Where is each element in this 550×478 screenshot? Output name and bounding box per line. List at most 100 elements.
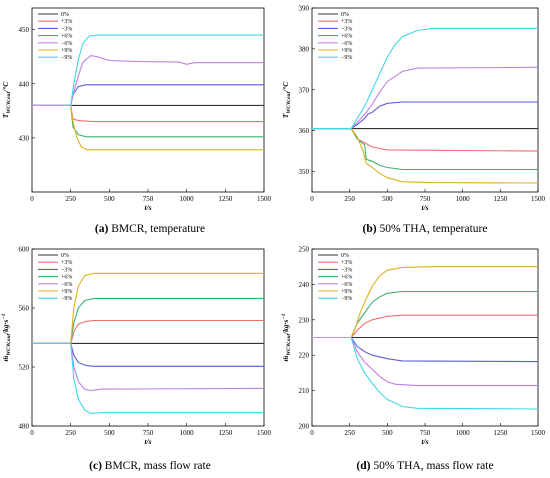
x-tick-label: 500	[382, 195, 393, 203]
x-tick-label: 0	[310, 429, 314, 437]
series-line-2	[32, 104, 264, 123]
legend-label: −6%	[341, 41, 352, 47]
chart-panel-b: 0 250 500 750 1000 1250 1500 350 360 370 380 390 t/s…	[281, 5, 546, 236]
x-axis-label: t/s	[144, 203, 151, 212]
x-axis-label: t/s	[421, 437, 428, 446]
x-tick-label: 750	[143, 429, 154, 437]
x-tick-label: 1000	[180, 429, 195, 437]
series-line-3	[312, 101, 538, 130]
legend-label: −3%	[61, 26, 72, 32]
series-line-5	[32, 342, 265, 392]
x-tick-label: 0	[30, 429, 34, 437]
y-tick-label: 440	[19, 80, 30, 88]
chart-panel-c: 0 250 500 750 1000 1250 1500 480 520 560 600 t/s ṁWC…	[1, 246, 272, 473]
legend-label: 0%	[61, 253, 69, 259]
y-tick-label: 600	[19, 246, 30, 254]
x-tick-label: 1250	[493, 195, 508, 203]
legend-label: −3%	[61, 267, 72, 273]
legend-label: +9%	[341, 289, 352, 295]
y-tick-label: 200	[299, 423, 310, 431]
y-tick-label: 370	[299, 86, 310, 94]
legend-label: −6%	[341, 282, 352, 288]
series-line-2	[312, 314, 538, 339]
legend-label: +6%	[341, 34, 352, 40]
legend-label: −9%	[341, 296, 352, 302]
x-tick-label: 500	[104, 429, 115, 437]
y-tick-label: 450	[19, 26, 30, 34]
legend-label: −6%	[61, 41, 72, 47]
legend-label: +3%	[341, 260, 352, 266]
series-line-4	[312, 128, 538, 171]
y-tick-label: 380	[299, 45, 310, 53]
panel-caption: (c) BMCR, mass flow rate	[89, 460, 211, 472]
y-axis-label: ṁWCW,out/kg·s−1	[281, 313, 292, 361]
y-tick-label: 360	[299, 127, 310, 135]
x-tick-label: 1250	[218, 429, 233, 437]
y-tick-label: 350	[299, 168, 310, 176]
legend-label: +9%	[61, 48, 72, 54]
series-line-3	[32, 84, 264, 106]
legend-label: −3%	[341, 26, 352, 32]
y-axis-label: TWCW,out/°C	[281, 81, 292, 118]
x-tick-label: 1500	[531, 429, 546, 437]
series-line-7	[312, 27, 538, 130]
series-line-5	[312, 336, 538, 387]
legend-label: −6%	[61, 282, 72, 288]
series-line-5	[312, 66, 539, 130]
x-tick-label: 250	[344, 429, 355, 437]
legend-label: +3%	[61, 19, 72, 25]
series-line-7	[32, 342, 264, 415]
chart-panel-a: 0 250 500 750 1000 1250 1500 430 440 450 t/s TWCW,o…	[1, 7, 272, 235]
x-tick-label: 1250	[493, 429, 508, 437]
y-axis-label: ṁWCW,out/kg·s−1	[1, 313, 12, 361]
y-tick-label: 220	[299, 352, 310, 360]
legend-label: 0%	[341, 12, 349, 18]
x-axis-label: t/s	[144, 437, 151, 446]
legend-label: +9%	[341, 48, 352, 54]
x-tick-label: 250	[65, 429, 76, 437]
series-line-6	[312, 266, 538, 339]
series-line-6	[32, 104, 264, 151]
legend-label: 0%	[61, 12, 69, 18]
y-tick-label: 210	[299, 387, 310, 395]
series-line-7	[32, 34, 264, 106]
x-tick-label: 0	[30, 195, 34, 203]
series-line-2	[32, 319, 264, 344]
y-tick-label: 390	[299, 5, 310, 13]
series-line-3	[312, 336, 539, 363]
series-line-3	[32, 342, 264, 367]
x-tick-label: 750	[420, 195, 431, 203]
x-tick-label: 1500	[257, 429, 272, 437]
x-tick-label: 1000	[456, 195, 471, 203]
x-tick-label: 250	[344, 195, 355, 203]
x-tick-label: 500	[382, 429, 393, 437]
legend-label: −9%	[61, 55, 72, 61]
x-tick-label: 500	[104, 195, 115, 203]
y-tick-label: 560	[19, 305, 30, 313]
legend-label: −3%	[341, 267, 352, 273]
x-axis-label: t/s	[421, 203, 428, 212]
series-line-2	[312, 128, 539, 152]
legend-label: 0%	[341, 253, 349, 259]
y-tick-label: 430	[19, 134, 30, 142]
legend-label: −9%	[61, 296, 72, 302]
series-line-5	[32, 55, 264, 106]
y-tick-label: 230	[299, 316, 310, 324]
x-tick-label: 750	[420, 429, 431, 437]
panel-caption: (d) 50% THA, mass flow rate	[356, 460, 493, 472]
legend-label: +3%	[61, 260, 72, 266]
y-tick-label: 520	[19, 364, 30, 372]
x-tick-label: 0	[310, 195, 314, 203]
y-tick-label: 480	[19, 423, 30, 431]
y-axis-label: TWCW,out/°C	[1, 81, 12, 118]
legend-label: −9%	[341, 55, 352, 61]
x-tick-label: 250	[65, 195, 76, 203]
y-tick-label: 240	[299, 281, 310, 289]
panel-caption: (a) BMCR, temperature	[95, 223, 205, 235]
series-line-6	[312, 128, 539, 184]
y-tick-label: 250	[299, 246, 310, 254]
legend-label: +6%	[61, 34, 72, 40]
x-tick-label: 1250	[218, 195, 233, 203]
x-tick-label: 750	[143, 195, 154, 203]
